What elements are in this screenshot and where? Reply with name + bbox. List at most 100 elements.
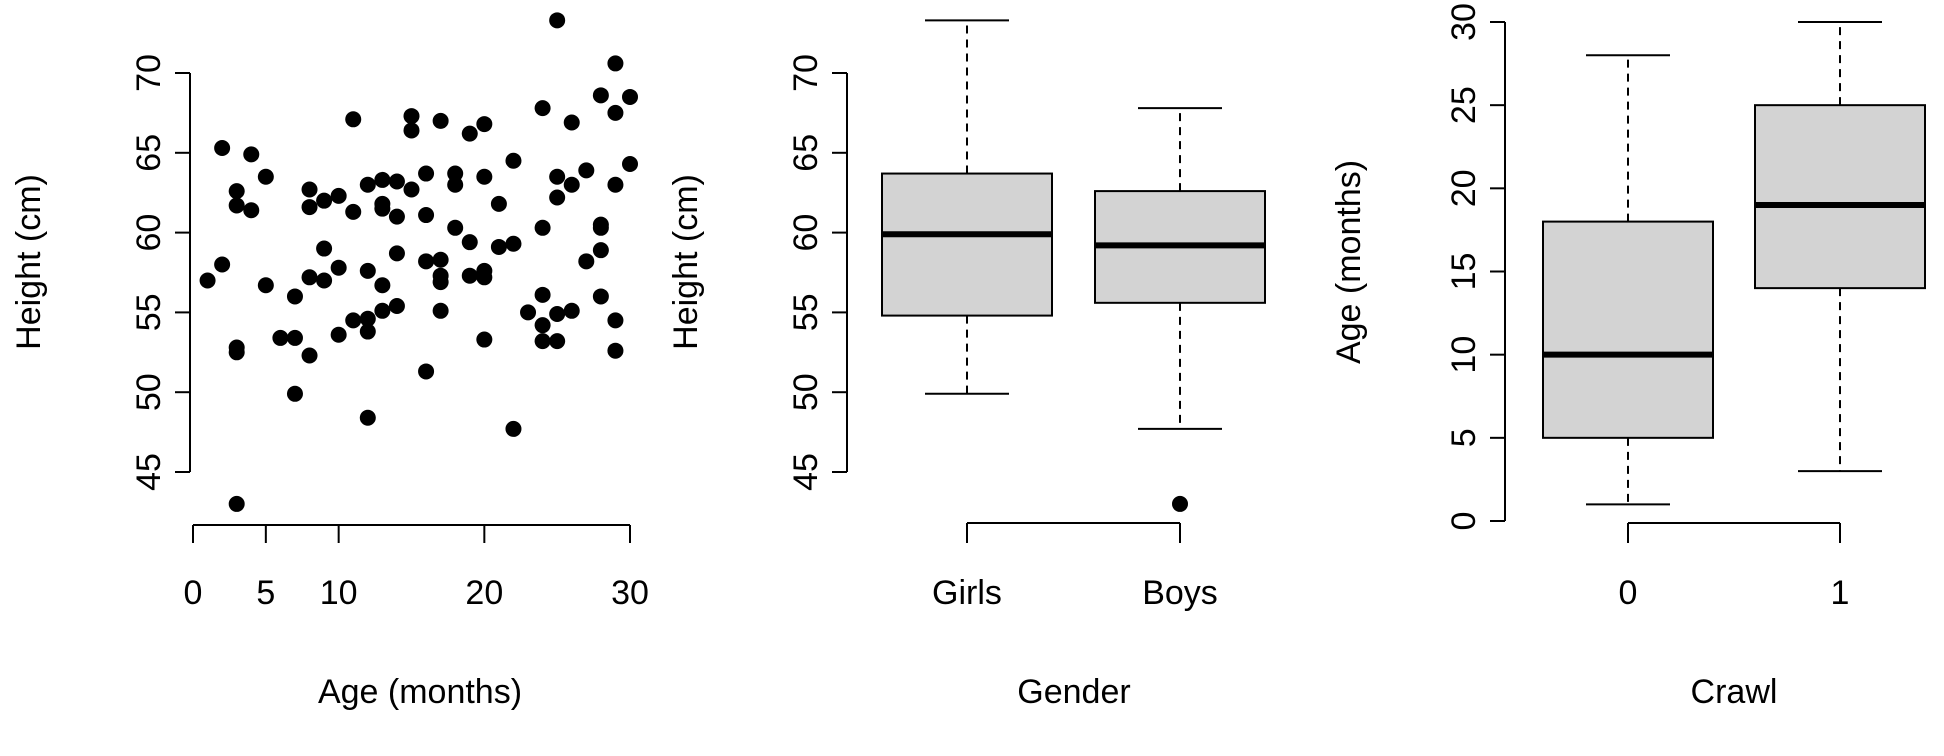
data-point — [243, 202, 260, 219]
iqr-box — [1754, 104, 1926, 290]
data-point — [316, 272, 333, 289]
data-point — [345, 312, 362, 329]
x-tick-label: 5 — [256, 574, 275, 612]
data-point — [418, 363, 435, 380]
data-point — [505, 235, 522, 252]
data-point — [461, 125, 478, 142]
data-point — [359, 262, 376, 279]
data-point — [592, 87, 609, 104]
x-axis-ticks: Girls Boys — [932, 523, 1218, 612]
y-tick-label: 50 — [130, 373, 168, 411]
data-point — [418, 165, 435, 182]
data-point — [330, 326, 347, 343]
panel-height-by-gender-boxplot: Girls Boys 45 50 55 60 65 70 Gender Height (cm… — [667, 19, 1266, 711]
panel-height-vs-age-scatter: 0 5 10 20 30 45 50 55 60 65 70 Age (months) Heigh… — [10, 12, 649, 711]
data-point — [432, 302, 449, 319]
x-axis-ticks: 0 5 10 20 30 — [184, 525, 649, 612]
data-point — [257, 168, 274, 185]
data-point — [607, 104, 624, 121]
data-point — [563, 176, 580, 193]
data-point — [374, 200, 391, 217]
data-point — [534, 333, 551, 350]
data-point — [549, 12, 566, 29]
data-point — [388, 298, 405, 315]
data-point — [330, 259, 347, 276]
data-point — [476, 331, 493, 348]
data-point — [388, 173, 405, 190]
data-point — [403, 122, 420, 139]
y-tick-label: 10 — [1445, 336, 1483, 374]
data-point — [359, 409, 376, 426]
boxplots — [881, 19, 1266, 512]
data-point — [534, 317, 551, 334]
data-point — [432, 251, 449, 268]
data-point — [301, 199, 318, 216]
data-point — [592, 242, 609, 259]
y-tick-label: 25 — [1445, 86, 1483, 124]
data-point — [534, 286, 551, 303]
x-tick-label: Boys — [1142, 574, 1218, 612]
box-girls — [881, 19, 1053, 395]
data-point — [359, 310, 376, 327]
data-point — [301, 347, 318, 364]
y-tick-label: 65 — [130, 134, 168, 172]
data-point — [418, 253, 435, 270]
data-point — [447, 219, 464, 236]
data-point — [592, 219, 609, 236]
data-point — [461, 267, 478, 284]
data-point — [374, 277, 391, 294]
data-point — [622, 155, 638, 172]
data-point — [505, 152, 522, 169]
data-point — [228, 197, 245, 214]
data-point — [228, 495, 245, 512]
data-point — [272, 329, 289, 346]
data-point — [359, 323, 376, 340]
x-tick-label: 10 — [320, 574, 358, 612]
y-tick-label: 5 — [1445, 428, 1483, 447]
y-tick-label: 60 — [130, 214, 168, 252]
x-axis-title: Age (months) — [318, 673, 522, 711]
data-point — [607, 55, 624, 72]
data-point — [345, 203, 362, 220]
x-tick-label: Girls — [932, 574, 1002, 612]
y-tick-label: 30 — [1445, 3, 1483, 41]
data-point — [301, 269, 318, 286]
data-point — [520, 304, 537, 321]
data-point — [286, 288, 303, 305]
y-tick-label: 60 — [787, 214, 825, 252]
data-point — [403, 108, 420, 125]
y-axis-title: Age (months) — [1330, 160, 1368, 364]
x-tick-label: 1 — [1831, 574, 1850, 612]
data-point — [607, 342, 624, 359]
x-tick-label: 0 — [184, 574, 203, 612]
data-point — [301, 181, 318, 198]
data-point — [563, 114, 580, 131]
data-point — [549, 189, 566, 206]
boxplots — [1542, 21, 1926, 506]
y-tick-label: 70 — [130, 54, 168, 92]
x-tick-label: 0 — [1619, 574, 1638, 612]
y-tick-label: 45 — [787, 453, 825, 491]
data-point — [578, 162, 595, 179]
data-point — [359, 176, 376, 193]
box-1 — [1754, 21, 1926, 473]
y-axis-ticks: 45 50 55 60 65 70 — [787, 54, 847, 491]
y-tick-label: 45 — [130, 453, 168, 491]
data-point — [214, 256, 231, 273]
data-point — [578, 253, 595, 270]
box-0 — [1542, 54, 1714, 506]
data-point — [330, 187, 347, 204]
data-point — [374, 171, 391, 188]
data-point — [607, 176, 624, 193]
y-axis-ticks: 45 50 55 60 65 70 — [130, 54, 190, 491]
data-point — [214, 140, 231, 157]
y-axis-ticks: 0 5 10 15 20 25 30 — [1445, 3, 1505, 530]
data-point — [607, 312, 624, 329]
data-point — [316, 240, 333, 257]
data-point — [418, 207, 435, 224]
data-point — [447, 165, 464, 182]
y-axis-title: Height (cm) — [10, 174, 48, 350]
scatter-points — [199, 12, 638, 512]
data-point — [374, 302, 391, 319]
